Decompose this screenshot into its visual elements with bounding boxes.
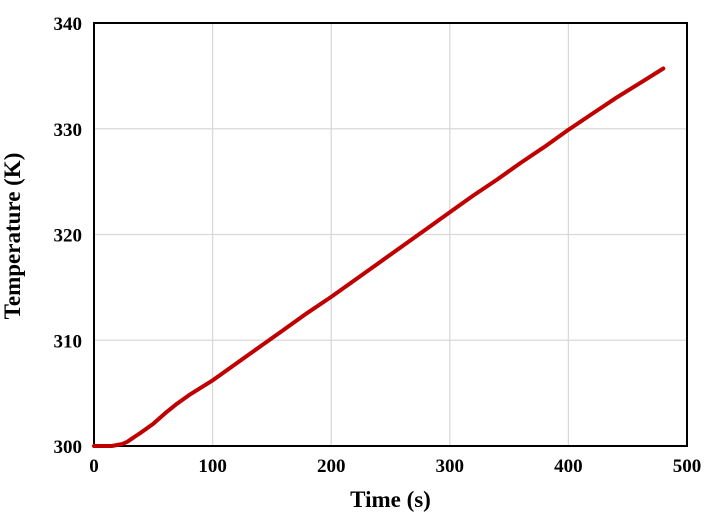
x-axis-title: Time (s) [350,487,431,512]
y-tick-label: 340 [54,14,83,35]
y-tick-label: 330 [54,120,83,141]
y-axis-title: Temperature (K) [0,152,25,320]
temperature-line [92,66,666,448]
plot-border [93,22,688,447]
x-tick-label: 200 [317,456,346,477]
x-tick-label: 100 [198,456,227,477]
x-tick-label: 400 [554,456,583,477]
x-tick-label: 0 [89,456,99,477]
x-tick-label: 500 [673,456,702,477]
y-tick-label: 320 [54,226,83,247]
y-tick-label: 300 [54,437,83,458]
y-tick-label: 310 [54,331,83,352]
x-tick-label: 300 [436,456,465,477]
